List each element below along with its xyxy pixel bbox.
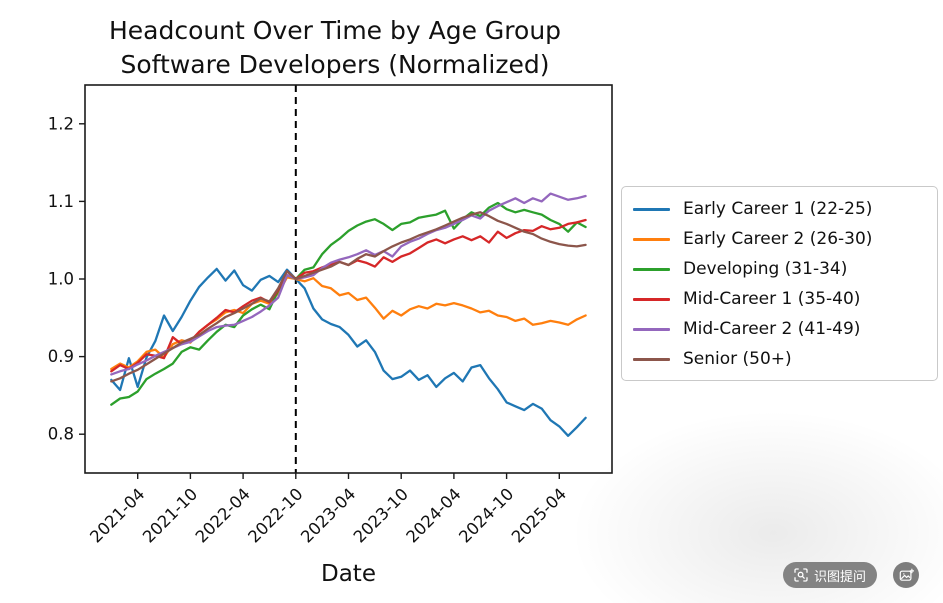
series-line	[110, 201, 587, 406]
x-axis-label: Date	[321, 561, 376, 587]
series-line	[110, 218, 587, 373]
x-tick-label: 2023-04	[297, 484, 359, 546]
legend-item: Mid-Career 2 (41-49)	[622, 314, 937, 344]
legend-item: Senior (50+)	[622, 344, 937, 374]
chart-title-line-2: Software Developers (Normalized)	[120, 50, 550, 79]
y-tick-label: 1.0	[48, 270, 74, 289]
ask-image-button[interactable]: 识图提问	[783, 562, 878, 588]
x-tick-label: 2023-10	[350, 484, 412, 546]
ask-image-button-label: 识图提问	[814, 569, 867, 585]
chart-legend: Early Career 1 (22-25) Early Career 2 (26…	[621, 186, 938, 381]
x-tick-label: 2022-10	[244, 484, 306, 546]
legend-swatch	[633, 207, 670, 211]
legend-label: Early Career 2 (26-30)	[683, 229, 873, 249]
series-line	[110, 211, 587, 383]
legend-item: Early Career 2 (26-30)	[622, 224, 937, 254]
legend-item: Mid-Career 1 (35-40)	[622, 284, 937, 314]
series-line	[110, 192, 587, 376]
legend-swatch	[633, 357, 670, 361]
legend-label: Early Career 1 (22-25)	[683, 199, 873, 219]
y-tick-label: 0.8	[48, 425, 74, 444]
series-line	[110, 276, 587, 371]
x-tick-label: 2022-04	[192, 484, 254, 546]
legend-item: Early Career 1 (22-25)	[622, 194, 937, 224]
chart-title-line-1: Headcount Over Time by Age Group	[108, 16, 562, 45]
series-line	[110, 267, 587, 437]
x-tick-label: 2024-10	[455, 484, 517, 546]
y-tick-label: 1.2	[48, 114, 74, 133]
legend-swatch	[633, 297, 670, 301]
x-tick-label: 2025-04	[508, 484, 570, 546]
x-tick-label: 2021-04	[86, 484, 148, 546]
legend-label: Senior (50+)	[683, 349, 792, 369]
legend-label: Mid-Career 1 (35-40)	[683, 289, 861, 309]
x-tick-label: 2021-10	[139, 484, 201, 546]
y-tick-label: 0.9	[48, 347, 74, 366]
legend-swatch	[633, 327, 670, 331]
legend-swatch	[633, 237, 670, 241]
chart-title: Headcount Over Time by Age Group Softwar…	[55, 14, 615, 82]
legend-item: Developing (31-34)	[622, 254, 937, 284]
x-tick-label: 2024-04	[403, 484, 465, 546]
scan-icon	[794, 568, 808, 582]
axes-border	[84, 84, 613, 474]
legend-label: Mid-Career 2 (41-49)	[683, 319, 861, 339]
legend-label: Developing (31-34)	[683, 259, 848, 279]
add-image-button[interactable]	[893, 562, 919, 588]
image-plus-icon	[899, 568, 914, 583]
y-tick-label: 1.1	[48, 192, 74, 211]
legend-swatch	[633, 267, 670, 271]
